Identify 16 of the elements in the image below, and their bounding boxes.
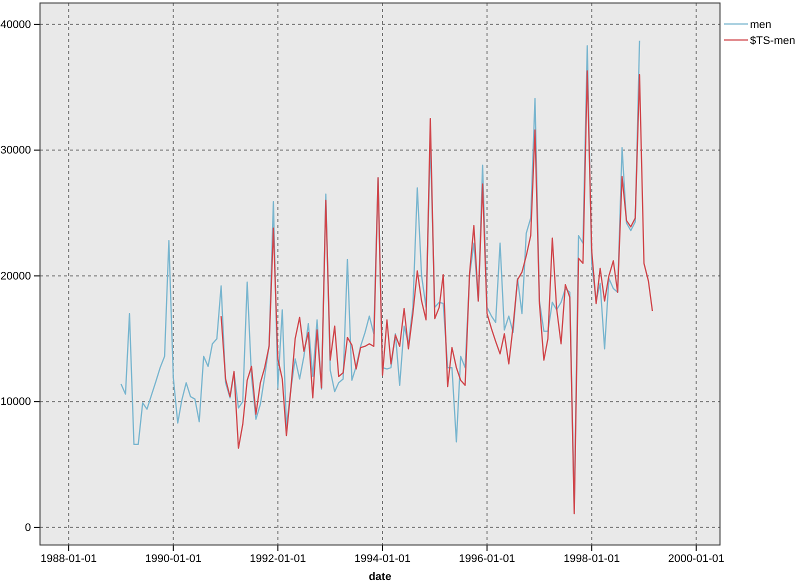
x-tick-label: 1992-01-01 xyxy=(250,552,306,565)
x-axis-title: date xyxy=(368,571,392,583)
y-tick-label: 10000 xyxy=(0,396,31,408)
legend-label: men xyxy=(750,19,772,31)
x-tick-label: 2000-01-01 xyxy=(668,552,724,565)
x-tick-label: 1990-01-01 xyxy=(145,552,202,565)
y-tick-label: 40000 xyxy=(0,18,31,31)
x-tick-label: 1996-01-01 xyxy=(458,552,516,565)
y-tick-label: 30000 xyxy=(0,144,31,157)
x-tick-label: 1994-01-01 xyxy=(354,552,411,565)
y-tick-label: 0 xyxy=(24,522,31,534)
x-tick-label: 1998-01-01 xyxy=(564,552,620,565)
y-tick-label: 20000 xyxy=(0,270,31,282)
line-series xyxy=(220,70,654,514)
legend-label: $TS-men xyxy=(750,35,796,47)
x-tick-label: 1988-01-01 xyxy=(40,552,97,565)
